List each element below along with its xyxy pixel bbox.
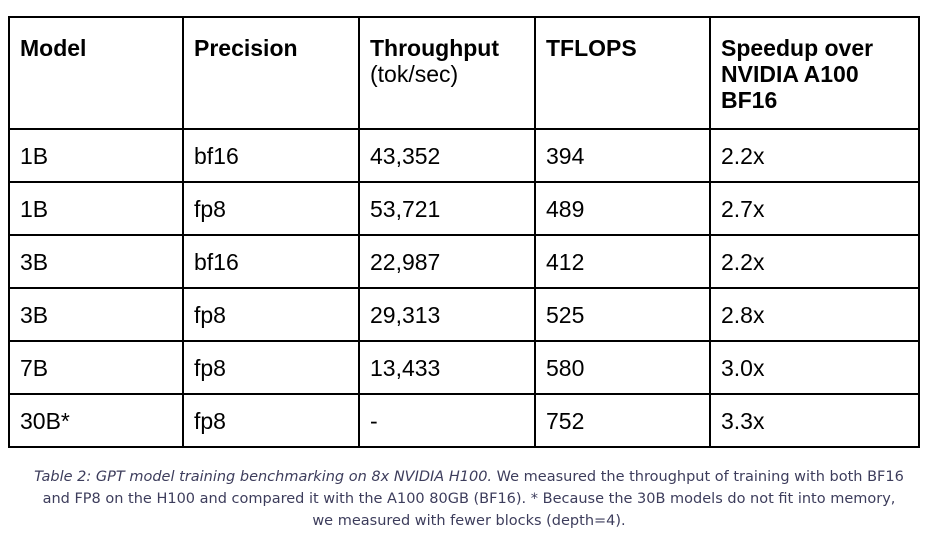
cell-precision: bf16: [182, 234, 360, 289]
cell-tflops: 525: [534, 287, 711, 342]
header-model: Model: [8, 16, 184, 130]
header-throughput: Throughput (tok/sec): [358, 16, 536, 130]
cell-model: 3B: [8, 287, 184, 342]
cell-model: 7B: [8, 340, 184, 395]
table-row: 3B bf16 22,987 412 2.2x: [8, 234, 920, 289]
cell-tflops: 580: [534, 340, 711, 395]
cell-tflops: 394: [534, 128, 711, 183]
cell-throughput: 53,721: [358, 181, 536, 236]
cell-model: 30B*: [8, 393, 184, 448]
table-row: 1B bf16 43,352 394 2.2x: [8, 128, 920, 183]
header-throughput-unit: (tok/sec): [370, 61, 459, 87]
cell-tflops: 489: [534, 181, 711, 236]
cell-precision: fp8: [182, 393, 360, 448]
cell-model: 1B: [8, 181, 184, 236]
cell-speedup: 3.3x: [709, 393, 920, 448]
cell-precision: fp8: [182, 340, 360, 395]
cell-speedup: 2.2x: [709, 234, 920, 289]
cell-throughput: 29,313: [358, 287, 536, 342]
header-tflops: TFLOPS: [534, 16, 711, 130]
caption-title: Table 2: GPT model training benchmarking…: [34, 469, 493, 485]
cell-tflops: 752: [534, 393, 711, 448]
table-header-row: Model Precision Throughput (tok/sec) TFLO…: [8, 16, 920, 130]
cell-tflops: 412: [534, 234, 711, 289]
cell-throughput: 22,987: [358, 234, 536, 289]
table-caption: Table 2: GPT model training benchmarking…: [0, 466, 938, 532]
cell-speedup: 3.0x: [709, 340, 920, 395]
header-precision: Precision: [182, 16, 360, 130]
table-row: 30B* fp8 - 752 3.3x: [8, 393, 920, 448]
cell-model: 1B: [8, 128, 184, 183]
benchmark-table: Model Precision Throughput (tok/sec) TFLO…: [8, 16, 920, 448]
cell-precision: bf16: [182, 128, 360, 183]
table-row: 7B fp8 13,433 580 3.0x: [8, 340, 920, 395]
cell-model: 3B: [8, 234, 184, 289]
caption-line-2: and FP8 on the H100 and compared it with…: [42, 491, 896, 507]
caption-line-3: we measured with fewer blocks (depth=4).: [312, 513, 626, 529]
caption-line-1-rest: We measured the throughput of training w…: [492, 469, 904, 485]
cell-speedup: 2.7x: [709, 181, 920, 236]
cell-throughput: -: [358, 393, 536, 448]
cell-precision: fp8: [182, 287, 360, 342]
cell-speedup: 2.8x: [709, 287, 920, 342]
header-speedup: Speedup over NVIDIA A100 BF16: [709, 16, 920, 130]
caption-line-1: Table 2: GPT model training benchmarking…: [0, 466, 938, 488]
cell-throughput: 13,433: [358, 340, 536, 395]
cell-speedup: 2.2x: [709, 128, 920, 183]
table-row: 3B fp8 29,313 525 2.8x: [8, 287, 920, 342]
cell-precision: fp8: [182, 181, 360, 236]
cell-throughput: 43,352: [358, 128, 536, 183]
table-row: 1B fp8 53,721 489 2.7x: [8, 181, 920, 236]
